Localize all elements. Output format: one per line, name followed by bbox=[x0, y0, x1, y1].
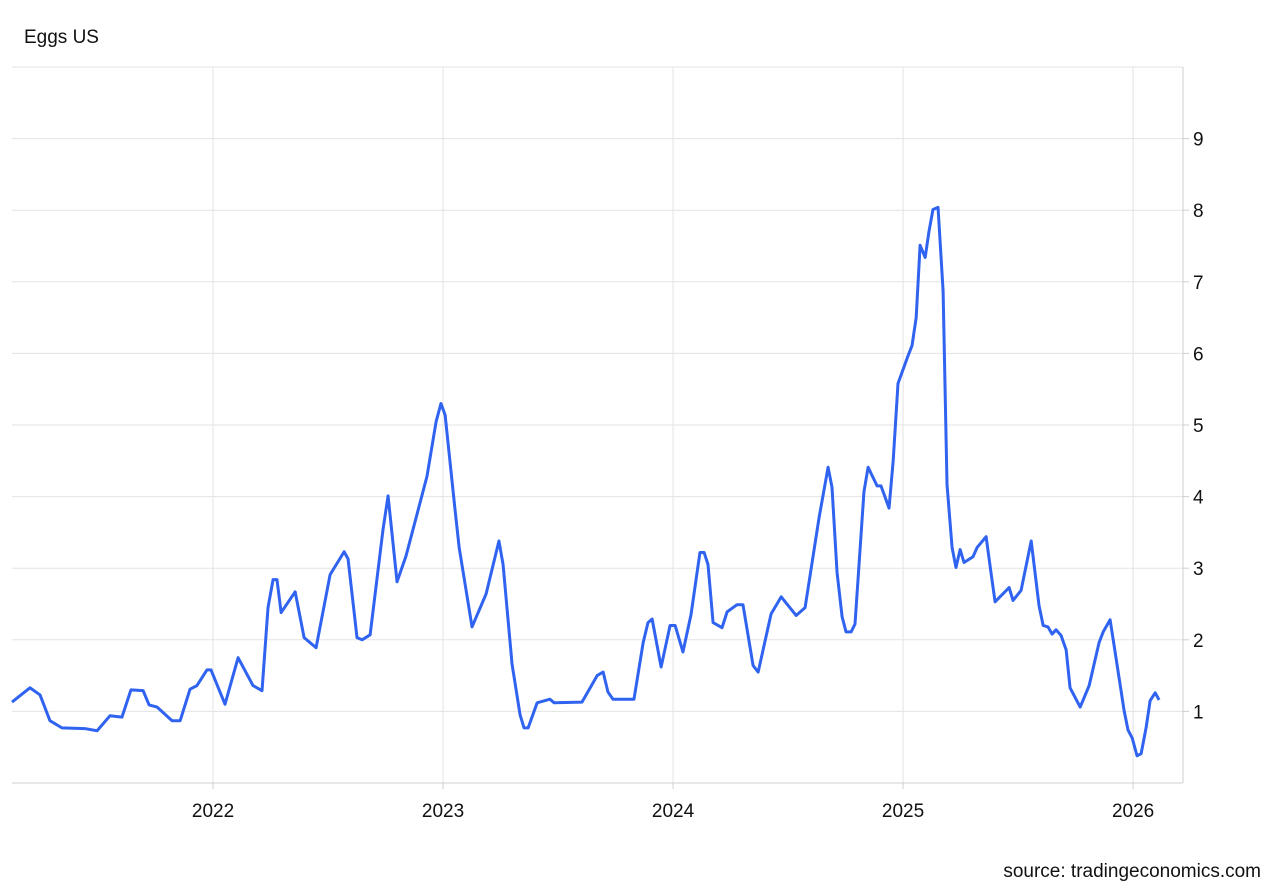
x-tick-label: 2023 bbox=[422, 801, 464, 822]
y-tick-label: 9 bbox=[1193, 130, 1204, 151]
y-tick-label: 2 bbox=[1193, 631, 1204, 652]
y-tick-label: 3 bbox=[1193, 559, 1204, 580]
y-tick-label: 5 bbox=[1193, 416, 1204, 437]
y-tick-label: 6 bbox=[1193, 344, 1204, 365]
y-tick-label: 4 bbox=[1193, 488, 1204, 509]
y-tick-label: 1 bbox=[1193, 702, 1204, 723]
x-tick-label: 2024 bbox=[652, 801, 695, 822]
source-note: source: tradingeconomics.com bbox=[1003, 861, 1261, 882]
y-tick-label: 8 bbox=[1193, 201, 1204, 222]
x-tick-label: 2022 bbox=[192, 801, 234, 822]
data-line bbox=[11, 205, 1161, 758]
x-tick-label: 2026 bbox=[1112, 801, 1154, 822]
y-tick-label: 7 bbox=[1193, 273, 1204, 294]
x-tick-label: 2025 bbox=[882, 801, 924, 822]
chart-title: Eggs US bbox=[24, 27, 99, 48]
